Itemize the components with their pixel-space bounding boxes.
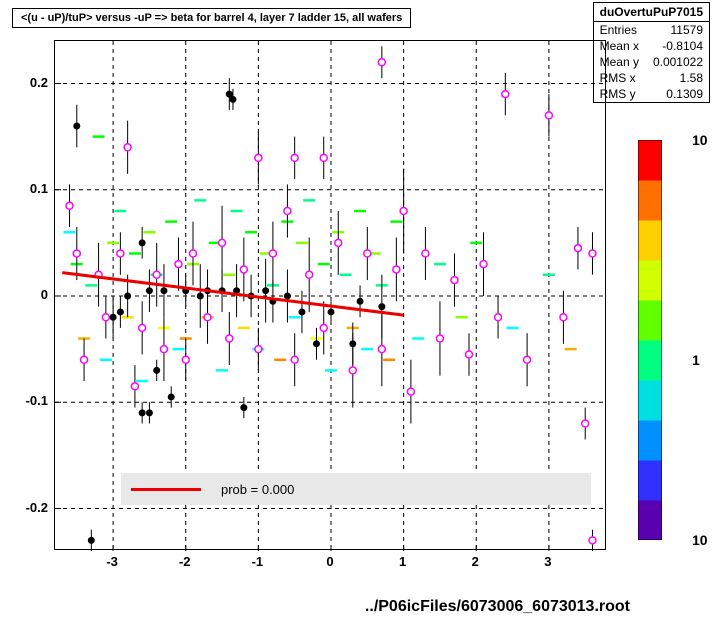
x-tick-label: 0 <box>326 554 333 569</box>
y-tick-label: 0.1 <box>8 181 48 196</box>
stats-entries: Entries 11579 <box>594 22 709 38</box>
legend-line <box>131 488 201 491</box>
y-tick-label: -0.2 <box>8 500 48 515</box>
legend-text: prob = 0.000 <box>221 482 294 497</box>
plot-area: prob = 0.000 <box>54 40 606 550</box>
chart-container: <(u - uP)/tuP> versus -uP => beta for ba… <box>0 0 720 620</box>
x-tick-label: 2 <box>472 554 479 569</box>
legend-box: prob = 0.000 <box>121 473 591 505</box>
colorbar-tick-label: 1 <box>692 352 700 368</box>
x-tick-label: -3 <box>106 554 118 569</box>
x-tick-label: -1 <box>252 554 264 569</box>
y-tick-label: -0.1 <box>8 393 48 408</box>
y-tick-label: 0 <box>8 287 48 302</box>
chart-title: <(u - uP)/tuP> versus -uP => beta for ba… <box>12 8 411 28</box>
stats-rmsy: RMS y 0.1309 <box>594 86 709 102</box>
stats-meany: Mean y 0.001022 <box>594 54 709 70</box>
x-tick-label: -2 <box>179 554 191 569</box>
stats-rmsx: RMS x 1.58 <box>594 70 709 86</box>
colorbar-tick-label: 10 <box>692 132 708 148</box>
stats-name: duOvertuPuP7015 <box>594 3 709 22</box>
stats-box: duOvertuPuP7015 Entries 11579 Mean x -0.… <box>593 2 710 103</box>
y-tick-label: 0.2 <box>8 75 48 90</box>
x-tick-label: 1 <box>399 554 406 569</box>
file-label: ../P06icFiles/6073006_6073013.root <box>365 598 630 616</box>
colorbar <box>638 140 662 540</box>
x-tick-label: 3 <box>544 554 551 569</box>
stats-meanx: Mean x -0.8104 <box>594 38 709 54</box>
colorbar-tick-label: 10 <box>692 532 708 548</box>
